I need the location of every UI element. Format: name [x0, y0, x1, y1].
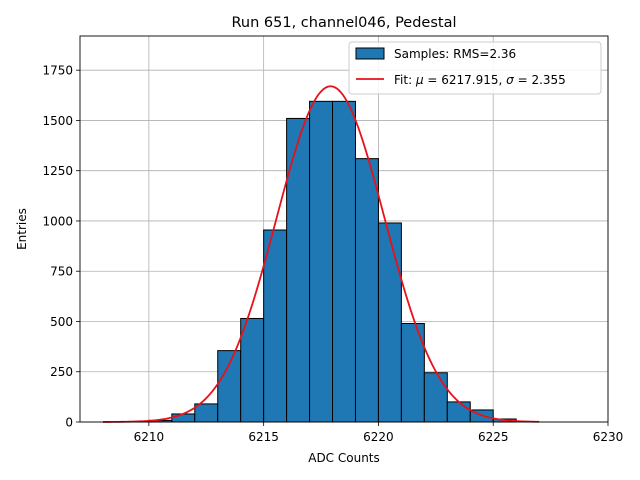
histogram-bar: [171, 413, 196, 423]
x-tick-label: 6225: [478, 430, 509, 444]
y-tick-label: 250: [50, 365, 73, 379]
histogram-bar: [240, 317, 265, 423]
y-tick-label: 1500: [42, 114, 73, 128]
x-axis-ticks: 6210 6215 6220 6225 6230: [134, 422, 624, 444]
legend-box: [348, 41, 602, 95]
histogram-bar: [286, 117, 311, 423]
x-tick-label: 6215: [248, 430, 279, 444]
gaussian-fit-curve: [102, 85, 540, 423]
legend: Samples: RMS=2.36 Fit: μ = 6217.915, σ =…: [348, 41, 602, 95]
legend-samples-swatch: [355, 47, 385, 60]
histogram-bar: [263, 229, 288, 423]
histogram-bar: [423, 372, 448, 423]
y-tick-label: 500: [50, 315, 73, 329]
y-axis-ticks: 0 250 500 750 1000 1250 1500 1750: [42, 64, 80, 430]
y-axis-label: Entries: [15, 208, 29, 250]
histogram-bar: [446, 401, 471, 423]
y-tick-label: 1250: [42, 164, 73, 178]
legend-samples-label: Samples: RMS=2.36: [394, 47, 516, 61]
y-tick-label: 750: [50, 265, 73, 279]
histogram-bar: [377, 222, 402, 423]
histogram-bar: [354, 158, 379, 423]
y-tick-label: 0: [65, 416, 73, 430]
legend-fit-label: Fit: μ = 6217.915, σ = 2.355: [394, 73, 566, 87]
x-tick-label: 6230: [593, 430, 624, 444]
x-tick-label: 6210: [134, 430, 165, 444]
histogram-bar: [309, 100, 334, 423]
y-tick-label: 1000: [42, 214, 73, 228]
histogram-bar: [217, 350, 242, 423]
x-axis-label: ADC Counts: [308, 451, 380, 465]
histogram-bar: [194, 403, 219, 423]
plot-frame: [79, 35, 609, 423]
x-tick-label: 6220: [363, 430, 394, 444]
histogram-bar: [332, 100, 356, 423]
y-tick-label: 1750: [42, 64, 73, 78]
chart-title: Run 651, channel046, Pedestal: [231, 15, 456, 31]
